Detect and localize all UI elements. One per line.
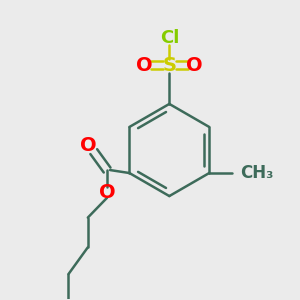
Text: O: O xyxy=(186,56,203,75)
Text: O: O xyxy=(99,183,116,202)
Text: O: O xyxy=(80,136,97,154)
Text: CH₃: CH₃ xyxy=(240,164,274,182)
Text: Cl: Cl xyxy=(160,29,179,47)
Text: S: S xyxy=(162,56,176,75)
Text: O: O xyxy=(136,56,152,75)
